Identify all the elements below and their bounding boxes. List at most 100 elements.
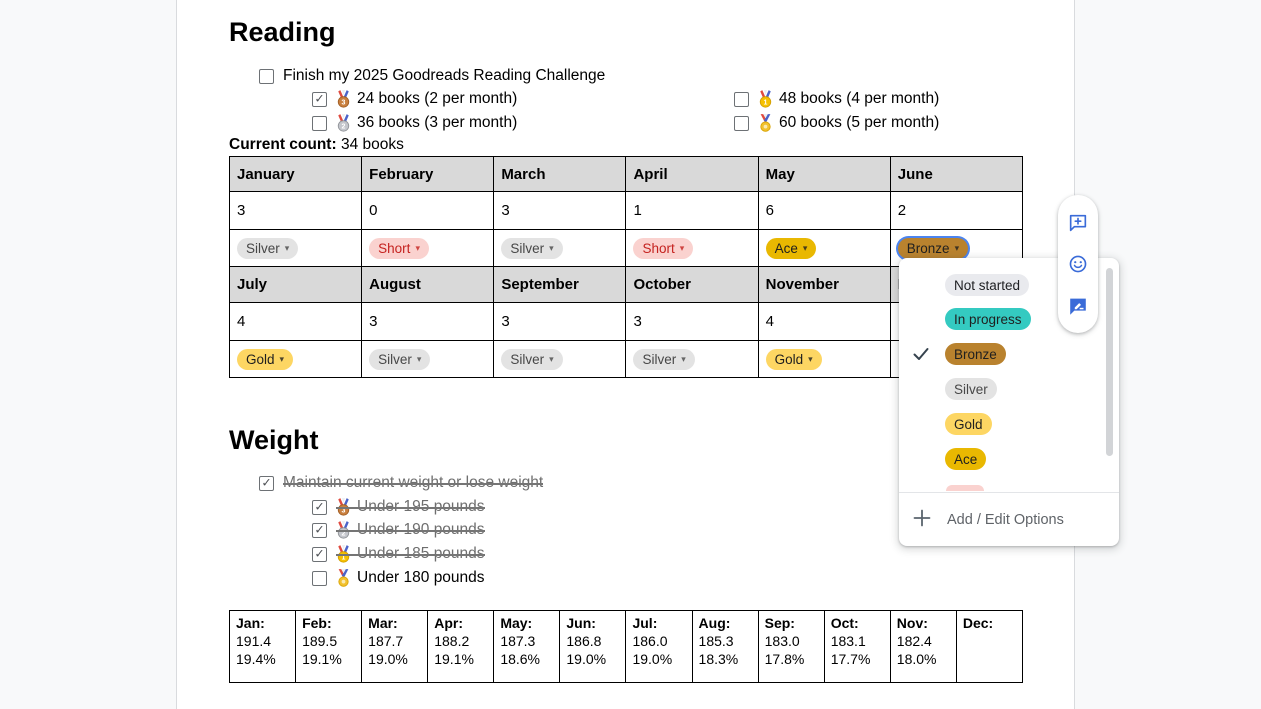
book-count-cell[interactable]: 6 bbox=[757, 191, 891, 230]
weight-cell-dec[interactable]: Dec: bbox=[955, 610, 1024, 683]
book-count-cell[interactable]: 3 bbox=[361, 302, 495, 341]
plus-icon bbox=[911, 507, 933, 534]
sports-medal-icon bbox=[336, 569, 351, 587]
menu-option-bronze[interactable]: Bronze bbox=[899, 341, 1119, 367]
status-badge-silver[interactable]: Silver bbox=[237, 237, 299, 259]
weight-cell-apr[interactable]: Apr: 188.2 19.1% bbox=[427, 610, 495, 683]
month-header[interactable]: March bbox=[493, 156, 627, 192]
checklist-item-60-books: 60 books (5 per month) bbox=[734, 114, 939, 132]
status-badge-silver[interactable]: Silver bbox=[501, 348, 563, 370]
sports-medal-icon bbox=[758, 114, 773, 132]
checklist-item-48-books: 48 books (4 per month) bbox=[734, 90, 939, 108]
checkbox-checked[interactable] bbox=[312, 546, 327, 562]
checkbox-unchecked[interactable] bbox=[734, 115, 749, 131]
month-header[interactable]: February bbox=[361, 156, 495, 192]
checkmark-icon bbox=[911, 344, 931, 369]
weight-cell-jan[interactable]: Jan: 191.4 19.4% bbox=[228, 610, 297, 683]
checklist-label: Under 195 pounds bbox=[357, 498, 485, 515]
menu-scrollbar[interactable] bbox=[1106, 268, 1113, 456]
weight-cell-jul[interactable]: Jul: 186.0 19.0% bbox=[625, 610, 693, 683]
floating-comment-toolbar bbox=[1058, 195, 1098, 333]
checkbox-checked[interactable] bbox=[312, 522, 327, 538]
checklist-item-under-180: Under 180 pounds bbox=[312, 569, 485, 587]
status-pill-in-progress: In progress bbox=[945, 308, 1031, 330]
checkbox-checked[interactable] bbox=[259, 475, 274, 491]
book-count-cell[interactable]: 0 bbox=[361, 191, 495, 230]
checklist-label: Under 190 pounds bbox=[357, 521, 485, 538]
checkbox-unchecked[interactable] bbox=[312, 115, 327, 131]
comment-add-icon bbox=[1069, 214, 1087, 231]
month-header[interactable]: April bbox=[625, 156, 759, 192]
menu-option-not-started[interactable]: Not started bbox=[899, 272, 1119, 298]
status-badge-silver[interactable]: Silver bbox=[369, 348, 431, 370]
status-badge-gold[interactable]: Gold bbox=[237, 348, 294, 370]
status-badge-ace[interactable]: Ace bbox=[765, 237, 817, 259]
weight-tracking-table: Jan: 191.4 19.4% Feb: 189.5 19.1% Mar: 187.7 1… bbox=[228, 610, 1024, 683]
month-header[interactable]: January bbox=[228, 156, 363, 192]
status-pill-ace: Ace bbox=[945, 448, 987, 470]
bronze-medal-icon bbox=[336, 90, 351, 108]
reading-section-title: Reading bbox=[229, 17, 336, 47]
weight-cell-jun[interactable]: Jun: 186.8 19.0% bbox=[559, 610, 627, 683]
current-count-value: 34 books bbox=[336, 136, 404, 153]
menu-divider bbox=[899, 492, 1119, 493]
checkbox-unchecked[interactable] bbox=[312, 570, 327, 586]
status-badge-short[interactable]: Short bbox=[633, 237, 694, 259]
month-header[interactable]: November bbox=[757, 266, 891, 303]
book-count-cell[interactable]: 4 bbox=[228, 302, 363, 341]
add-edit-options-button[interactable]: Add / Edit Options bbox=[899, 496, 1119, 544]
checklist-label: Under 180 pounds bbox=[357, 569, 485, 586]
month-header[interactable]: October bbox=[625, 266, 759, 303]
add-comment-button[interactable] bbox=[1064, 209, 1092, 237]
book-count-cell[interactable]: 2 bbox=[889, 191, 1024, 230]
month-header[interactable]: June bbox=[889, 156, 1024, 192]
book-count-cell[interactable]: 3 bbox=[493, 302, 627, 341]
month-header[interactable]: August bbox=[361, 266, 495, 303]
weight-section-title: Weight bbox=[229, 425, 319, 455]
menu-option-in-progress[interactable]: In progress bbox=[899, 306, 1119, 332]
checklist-label: Under 185 pounds bbox=[357, 545, 485, 562]
gold-medal-icon bbox=[758, 90, 773, 108]
book-count-cell[interactable]: 4 bbox=[757, 302, 891, 341]
book-count-cell[interactable]: 3 bbox=[625, 302, 759, 341]
checklist-label: 24 books (2 per month) bbox=[357, 90, 518, 107]
book-count-cell[interactable]: 1 bbox=[625, 191, 759, 230]
checkbox-unchecked[interactable] bbox=[734, 91, 749, 107]
month-header[interactable]: May bbox=[757, 156, 891, 192]
status-badge-silver[interactable]: Silver bbox=[501, 237, 563, 259]
status-badge-gold[interactable]: Gold bbox=[765, 348, 822, 370]
book-count-cell[interactable]: 3 bbox=[493, 191, 627, 230]
table-header-row: January February March April May June bbox=[228, 156, 1024, 192]
menu-option-silver[interactable]: Silver bbox=[899, 376, 1119, 402]
weight-cell-oct[interactable]: Oct: 183.1 17.7% bbox=[823, 610, 891, 683]
menu-option-ace[interactable]: Ace bbox=[899, 446, 1119, 472]
partially-visible-option-pill bbox=[946, 485, 984, 491]
suggest-edits-button[interactable] bbox=[1064, 292, 1092, 320]
weight-cell-feb[interactable]: Feb: 189.5 19.1% bbox=[295, 610, 363, 683]
checklist-item-under-185: Under 185 pounds bbox=[312, 545, 485, 563]
status-badge-short[interactable]: Short bbox=[369, 237, 429, 259]
menu-option-gold[interactable]: Gold bbox=[899, 411, 1119, 437]
add-emoji-reaction-button[interactable] bbox=[1064, 250, 1092, 278]
month-header[interactable]: September bbox=[493, 266, 627, 303]
weight-cell-aug[interactable]: Aug: 185.3 18.3% bbox=[691, 610, 759, 683]
checklist-item-36-books: 36 books (3 per month) bbox=[312, 114, 517, 132]
checkbox-checked[interactable] bbox=[312, 91, 327, 107]
checkbox-unchecked[interactable] bbox=[259, 68, 274, 84]
emoji-icon bbox=[1069, 255, 1087, 273]
suggest-edit-icon bbox=[1070, 298, 1086, 315]
checklist-item-under-195: Under 195 pounds bbox=[312, 498, 485, 516]
weight-cell-may[interactable]: May: 187.3 18.6% bbox=[493, 610, 561, 683]
month-header[interactable]: July bbox=[228, 266, 363, 303]
silver-medal-icon bbox=[336, 521, 351, 539]
book-count-cell[interactable]: 3 bbox=[228, 191, 363, 230]
weight-cell-sep[interactable]: Sep: 183.0 17.8% bbox=[757, 610, 825, 683]
weight-cell-mar[interactable]: Mar: 187.7 19.0% bbox=[361, 610, 429, 683]
checklist-item-24-books: 24 books (2 per month) bbox=[312, 90, 517, 108]
status-badge-bronze-selected[interactable]: Bronze bbox=[897, 237, 969, 259]
status-badge-silver[interactable]: Silver bbox=[633, 348, 695, 370]
current-count-label: Current count: bbox=[229, 136, 337, 153]
checkbox-checked[interactable] bbox=[312, 499, 327, 515]
weight-cell-nov[interactable]: Nov: 182.4 18.0% bbox=[889, 610, 957, 683]
